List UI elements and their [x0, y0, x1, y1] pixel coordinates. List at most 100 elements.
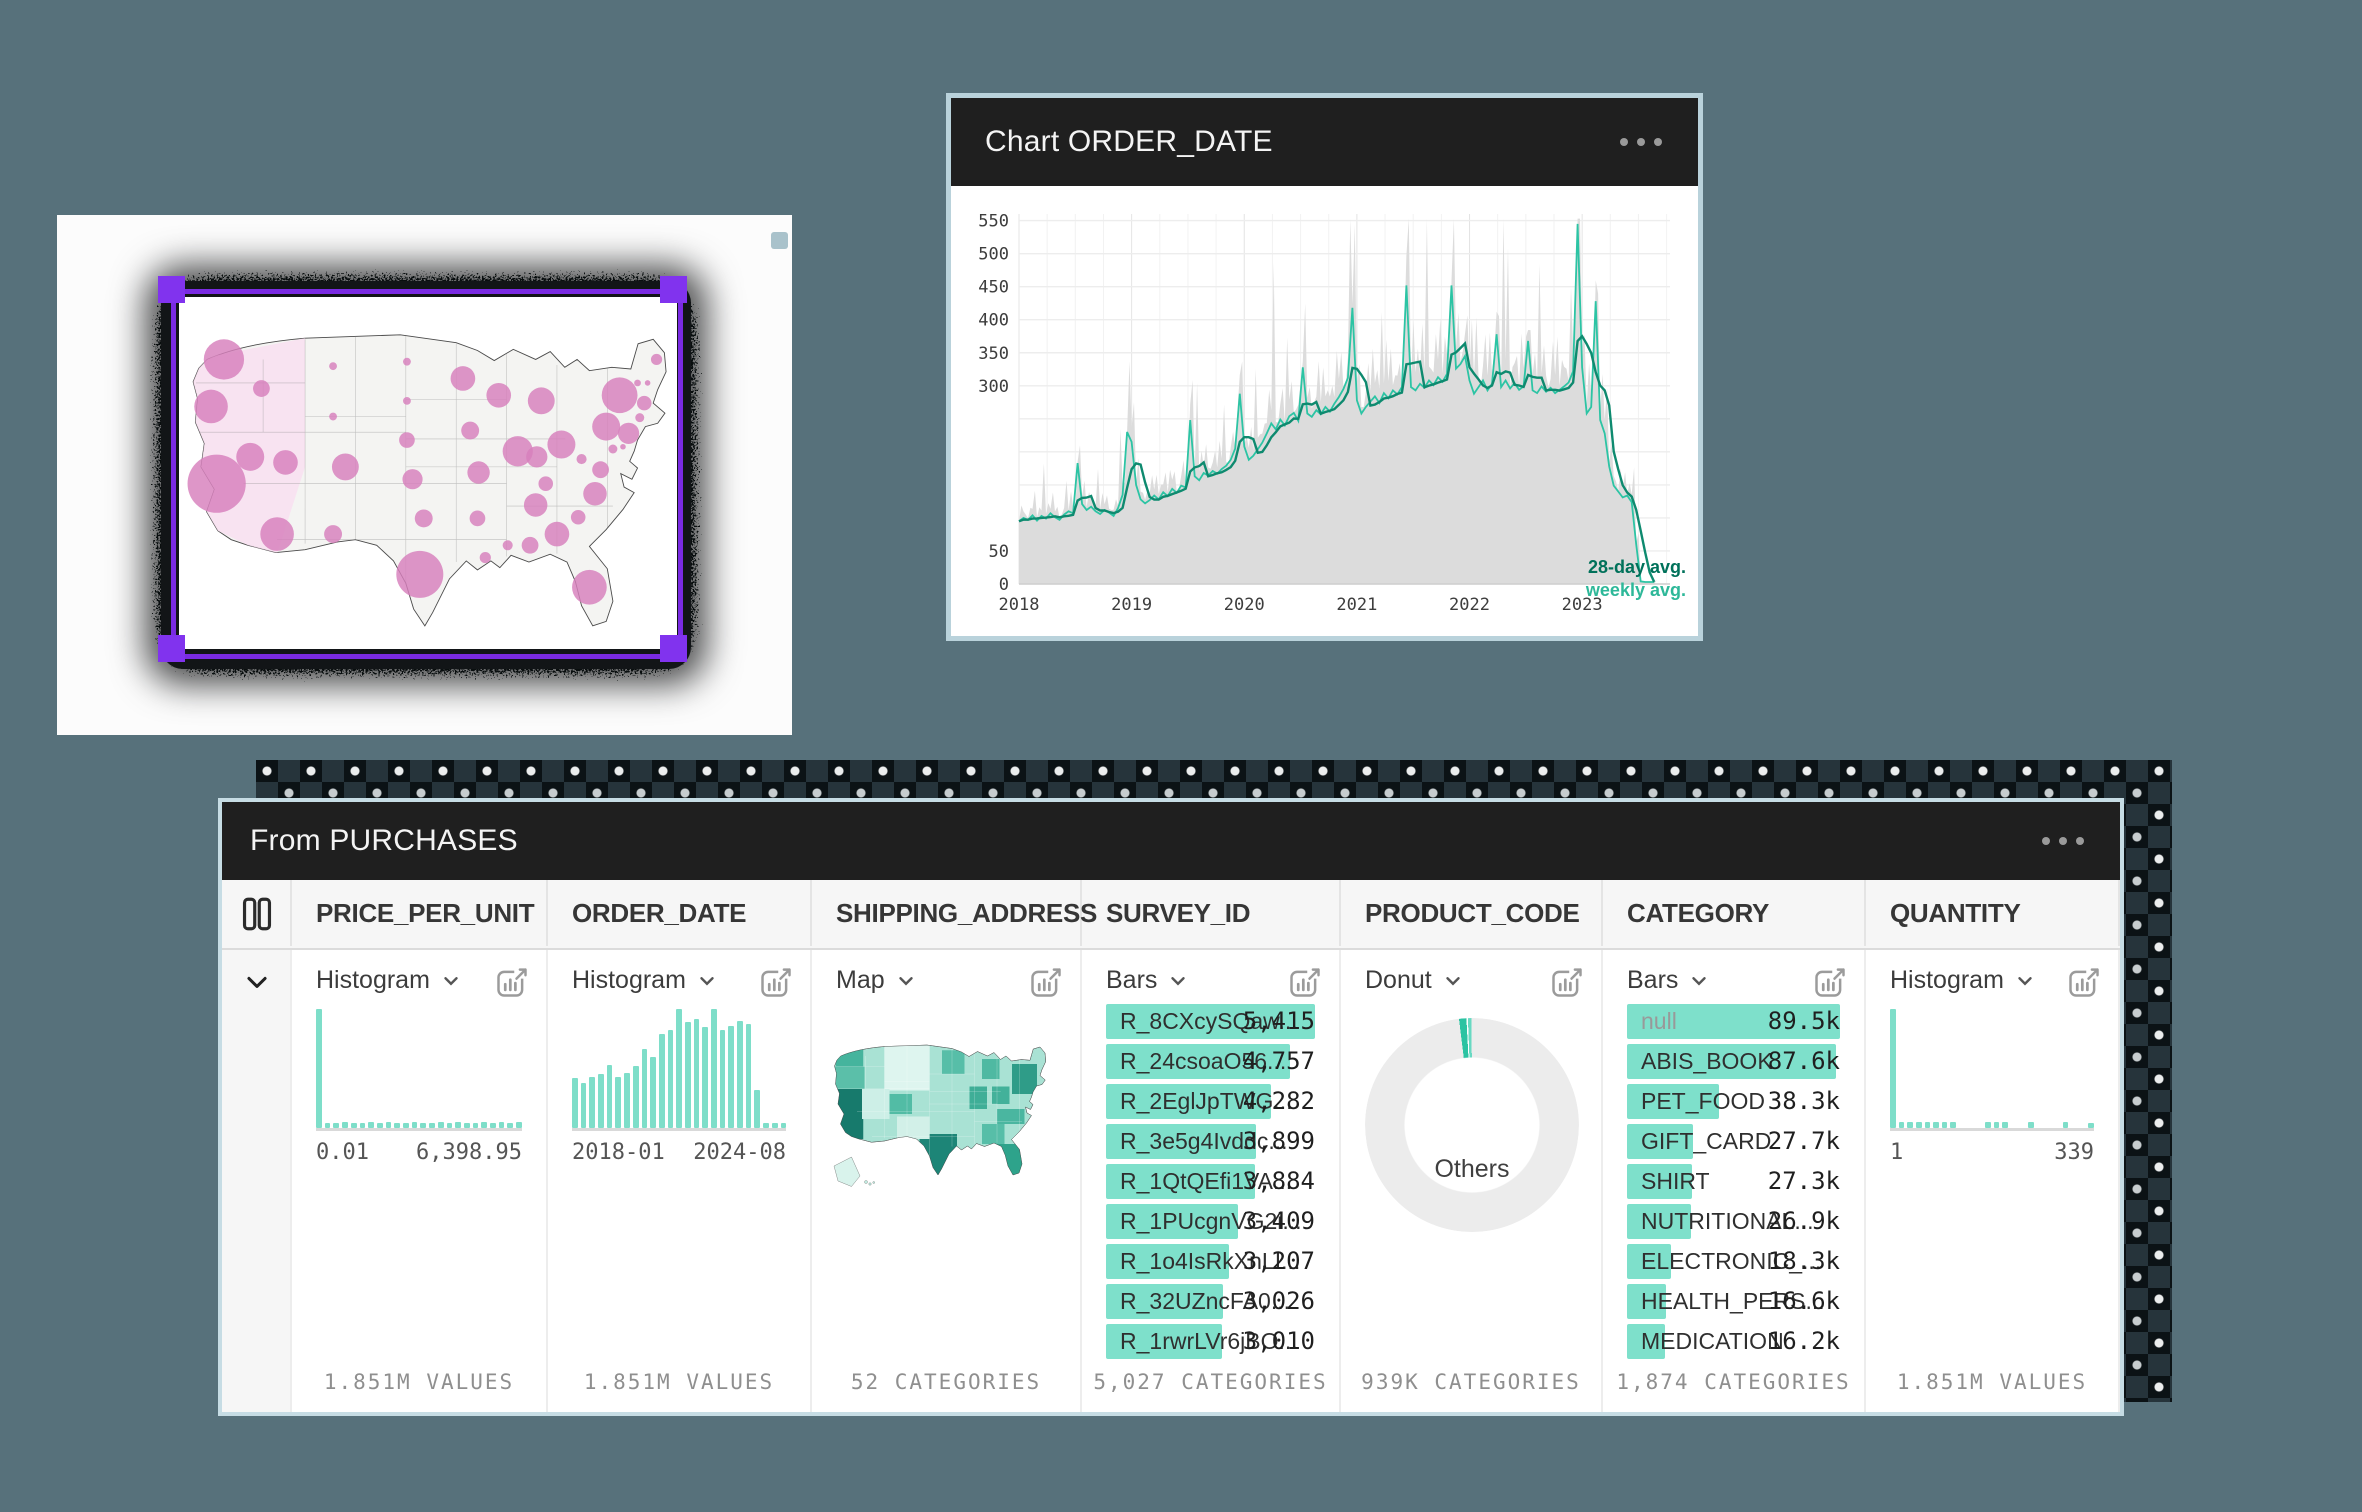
choropleth-map[interactable]: [822, 996, 1072, 1222]
chart-type-selector[interactable]: Histogram: [1890, 966, 2036, 995]
column-summary-shipping_address: Map 52 CATEGORIES: [812, 950, 1082, 1412]
bar-value: 38.3k: [1767, 1087, 1840, 1115]
expand-chart-button[interactable]: [1028, 964, 1064, 1005]
chart-type-selector[interactable]: Map: [836, 966, 917, 995]
column-header-label: PRODUCT_CODE: [1365, 898, 1580, 928]
column-header-shipping_address[interactable]: SHIPPING_ADDRESS: [812, 880, 1097, 946]
bar-value: 27.7k: [1767, 1127, 1840, 1155]
chart-type-selector[interactable]: Bars: [1106, 966, 1189, 995]
donut-chart[interactable]: [1365, 1018, 1579, 1232]
column-header-quantity[interactable]: QUANTITY: [1866, 880, 2120, 946]
expand-chart-icon[interactable]: [2066, 964, 2102, 1000]
bar-label: R_3e5g4Ivddc...: [1120, 1128, 1288, 1154]
svg-text:0: 0: [999, 575, 1009, 595]
histogram-min-label: 0.01: [316, 1140, 369, 1165]
column-summary-order_date: Histogram 1.851M VALUES 2018-01 2024-08: [548, 950, 812, 1412]
column-header-row: PRICE_PER_UNIT ORDER_DATE SHIPPING_ADDRESS…: [222, 880, 2120, 950]
bar-label: null: [1641, 1008, 1677, 1034]
bar-row[interactable]: R_8CXcySQaw... 5,415: [1106, 1004, 1315, 1039]
column-footer: 1,874 CATEGORIES: [1616, 1370, 1851, 1394]
bar-row[interactable]: NUTRITIONAL... 26.9k: [1627, 1204, 1840, 1239]
bar-row[interactable]: R_3e5g4Ivddc... 3,899: [1106, 1124, 1315, 1159]
bar-row[interactable]: R_1PUcgnVG2i... 3,409: [1106, 1204, 1315, 1239]
selection-handle-bottom-right[interactable]: [660, 635, 687, 662]
column-header-order_date[interactable]: ORDER_DATE: [548, 880, 812, 946]
bar-label: R_2EglJpTWG...: [1120, 1088, 1293, 1114]
expand-chart-button[interactable]: [1812, 964, 1848, 1005]
expand-chart-icon[interactable]: [758, 964, 794, 1000]
expand-chart-icon[interactable]: [1287, 964, 1323, 1000]
chart-panel-header[interactable]: Chart ORDER_DATE: [951, 98, 1698, 186]
bar-row[interactable]: HEALTH_PERS... 16.6k: [1627, 1284, 1840, 1319]
chevron-down-icon: [898, 976, 913, 985]
chevron-down-icon: [1692, 976, 1707, 985]
bar-row[interactable]: R_1rwrLVr6jBO... 3,010: [1106, 1324, 1315, 1359]
legend-item: weekly avg.: [1585, 580, 1686, 600]
ellipsis-icon[interactable]: [2042, 837, 2084, 845]
bar-row[interactable]: ABIS_BOOK 87.6k: [1627, 1044, 1840, 1079]
bars-chart: null 89.5k ABIS_BOOK 87.6k PET_FOOD 38.3k GIFT…: [1627, 1004, 1840, 1364]
svg-text:2018: 2018: [999, 595, 1040, 615]
expand-chart-icon[interactable]: [1549, 964, 1585, 1000]
chart-panel-title: Chart ORDER_DATE: [985, 125, 1273, 158]
resize-hint-square: [771, 232, 788, 249]
bar-row[interactable]: GIFT_CARD 27.7k: [1627, 1124, 1840, 1159]
expand-chart-button[interactable]: [494, 964, 530, 1005]
purchases-panel-header[interactable]: From PURCHASES: [222, 802, 2120, 880]
bar-value: 18.3k: [1767, 1247, 1840, 1275]
purchases-table-panel: From PURCHASES PRICE_PER_UNIT ORDER_DATE S…: [218, 798, 2124, 1416]
column-header-price_per_unit[interactable]: PRICE_PER_UNIT: [292, 880, 548, 946]
bar-value: 3,026: [1242, 1287, 1315, 1315]
svg-text:450: 450: [978, 278, 1009, 298]
expand-chart-button[interactable]: [1287, 964, 1323, 1005]
selection-handle-bottom-left[interactable]: [158, 635, 185, 662]
bar-row[interactable]: MEDICATION 16.2k: [1627, 1324, 1840, 1359]
expand-chart-icon[interactable]: [1028, 964, 1064, 1000]
chart-type-selector[interactable]: Histogram: [316, 966, 462, 995]
bar-label: HEALTH_PERS...: [1641, 1288, 1825, 1314]
bar-row[interactable]: R_1QtQEfi1VA... 3,884: [1106, 1164, 1315, 1199]
expand-chart-button[interactable]: [2066, 964, 2102, 1005]
bar-row[interactable]: R_1o4IsRkXnLI... 3,207: [1106, 1244, 1315, 1279]
bar-row[interactable]: ELECTRONIC_... 18.3k: [1627, 1244, 1840, 1279]
bar-value: 4,757: [1242, 1047, 1315, 1075]
gutter-body-cell: [222, 950, 292, 1412]
expand-chart-icon[interactable]: [1812, 964, 1848, 1000]
column-summary-survey_id: Bars 5,027 CATEGORIES R_8CXcySQaw... 5,415 R…: [1082, 950, 1341, 1412]
columns-icon: [242, 897, 272, 931]
chart-type-selector[interactable]: Bars: [1627, 966, 1710, 995]
bar-row[interactable]: R_32UZncFA0... 3,026: [1106, 1284, 1315, 1319]
histogram-chart: [1890, 1006, 2094, 1131]
purchases-panel-title: From PURCHASES: [250, 824, 518, 857]
bar-value: 3,409: [1242, 1207, 1315, 1235]
bar-row[interactable]: null 89.5k: [1627, 1004, 1840, 1039]
bar-row[interactable]: R_2EglJpTWG... 4,282: [1106, 1084, 1315, 1119]
column-header-product_code[interactable]: PRODUCT_CODE: [1341, 880, 1603, 946]
column-header-survey_id[interactable]: SURVEY_ID: [1082, 880, 1341, 946]
chart-type-selector[interactable]: Donut: [1365, 966, 1464, 995]
bar-label: MEDICATION: [1641, 1328, 1784, 1354]
selected-image-card[interactable]: [57, 215, 792, 735]
chart-type-label: Bars: [1627, 966, 1679, 994]
column-header-category[interactable]: CATEGORY: [1603, 880, 1866, 946]
histogram-max-label: 2024-08: [693, 1140, 786, 1165]
bar-row[interactable]: SHIRT 27.3k: [1627, 1164, 1840, 1199]
column-footer: 939K CATEGORIES: [1361, 1370, 1581, 1394]
chart-order-date-panel: Chart ORDER_DATE 550 500 450 400 350 300 50 0 20…: [946, 93, 1703, 641]
expand-chart-icon[interactable]: [494, 964, 530, 1000]
bar-row[interactable]: R_24csoaO56... 4,757: [1106, 1044, 1315, 1079]
selection-handle-top-right[interactable]: [660, 276, 687, 303]
svg-text:2021: 2021: [1336, 595, 1377, 615]
expand-chart-button[interactable]: [1549, 964, 1585, 1005]
histogram-range-labels: 0.01 6,398.95: [316, 1140, 522, 1165]
bar-row[interactable]: PET_FOOD 38.3k: [1627, 1084, 1840, 1119]
chevron-down-icon[interactable]: [242, 968, 272, 998]
selection-handle-top-left[interactable]: [158, 276, 185, 303]
expand-chart-button[interactable]: [758, 964, 794, 1005]
chart-type-selector[interactable]: Histogram: [572, 966, 718, 995]
bar-value: 3,884: [1242, 1167, 1315, 1195]
column-header-label: CATEGORY: [1627, 898, 1770, 928]
ellipsis-icon[interactable]: [1620, 138, 1662, 146]
column-summary-quantity: Histogram 1.851M VALUES 1 339: [1866, 950, 2120, 1412]
